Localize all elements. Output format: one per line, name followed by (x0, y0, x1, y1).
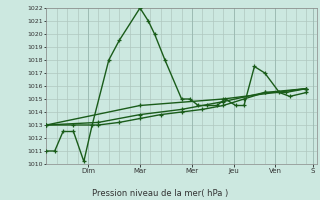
Text: Pression niveau de la mer( hPa ): Pression niveau de la mer( hPa ) (92, 189, 228, 198)
